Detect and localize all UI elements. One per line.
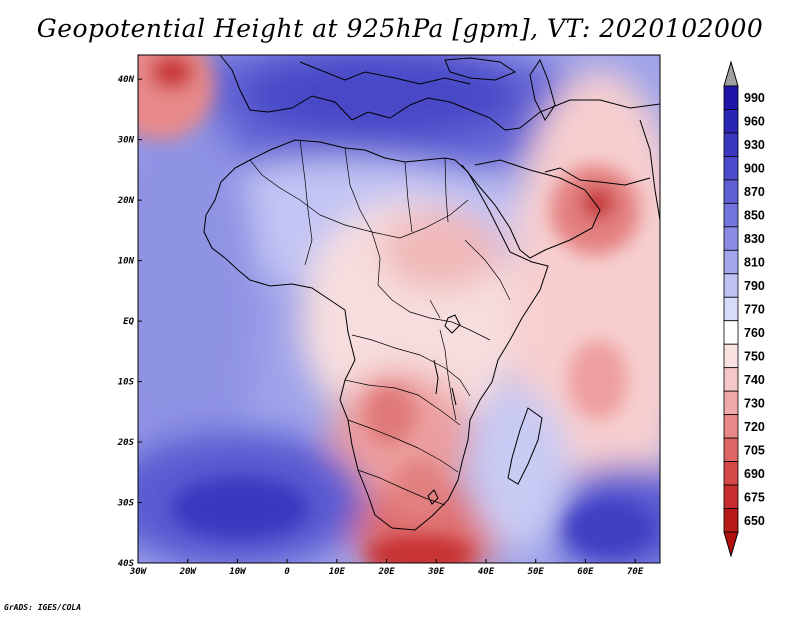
colorbar-level-label: 740 — [744, 373, 765, 387]
x-tick-label: 60E — [577, 567, 594, 577]
grads-credit: GrADS: IGES/COLA — [4, 603, 82, 612]
y-tick-label: 40N — [118, 75, 135, 85]
x-tick-label: 10W — [229, 567, 247, 577]
lakes — [427, 314, 461, 505]
y-tick-label: EQ — [123, 317, 134, 327]
colorbar-level-label: 790 — [744, 279, 765, 293]
colorbar-swatch — [723, 508, 739, 533]
colorbar: 990 960 930 900 870 850 830 810 790 770 760 750 740 7… — [723, 60, 765, 558]
colorbar-swatch — [723, 202, 739, 228]
x-tick-label: 20W — [179, 567, 198, 577]
y-tick-label: 40S — [118, 559, 135, 569]
colorbar-level-label: 720 — [744, 420, 765, 434]
colorbar-swatch — [723, 390, 739, 416]
colorbar-level-label: 730 — [744, 396, 765, 410]
x-axis: 30W 20W 10W 0 10E 20E 30E 40E 50E 60E 70E — [129, 559, 644, 577]
y-tick-label: 20N — [117, 196, 135, 206]
colorbar-swatch — [723, 273, 739, 298]
x-tick-label: 30E — [427, 567, 445, 577]
colorbar-swatch — [723, 85, 739, 110]
colorbar-level-label: 930 — [744, 138, 765, 152]
y-tick-label: 30S — [117, 499, 135, 509]
colorbar-level-label: 960 — [744, 115, 765, 129]
colorbar-bottom-arrow — [723, 531, 739, 558]
x-tick-label: 50E — [528, 567, 545, 577]
colorbar-level-label: 705 — [744, 443, 765, 457]
colorbar-swatch — [723, 484, 739, 509]
geopotential-field — [138, 55, 660, 563]
y-tick-label: 20S — [117, 438, 135, 448]
x-tick-label: 40E — [478, 567, 495, 577]
colorbar-level-label: 750 — [744, 349, 765, 363]
y-tick-label: 30N — [117, 136, 135, 146]
colorbar-level-label: 650 — [744, 514, 765, 528]
colorbar-swatch — [723, 296, 739, 322]
colorbar-level-label: 900 — [744, 162, 765, 176]
colorbar-level-label: 850 — [744, 209, 765, 223]
y-tick-label: 10S — [118, 378, 135, 388]
x-tick-label: 70E — [627, 567, 644, 577]
colorbar-level-label: 675 — [744, 490, 765, 504]
colorbar-swatch — [723, 132, 739, 157]
colorbar-swatch — [723, 320, 739, 345]
colorbar-level-label: 810 — [744, 256, 765, 270]
chart-title: Geopotential Height at 925hPa [gpm], VT:… — [36, 14, 764, 43]
colorbar-swatch — [723, 414, 739, 439]
x-tick-label: 0 — [284, 567, 290, 577]
x-tick-label: 10E — [329, 567, 346, 577]
y-axis: 40N 30N 20N 10N EQ 10S 20S 30S 40S — [117, 75, 142, 569]
colorbar-level-label: 770 — [744, 303, 765, 317]
colorbar-swatch — [723, 437, 739, 462]
x-tick-label: 30W — [129, 567, 148, 577]
colorbar-swatch — [723, 226, 739, 251]
colorbar-swatch — [723, 343, 739, 369]
colorbar-swatch — [723, 156, 739, 181]
colorbar-level-label: 690 — [744, 467, 765, 481]
colorbar-level-label: 760 — [744, 326, 765, 340]
colorbar-top-arrow — [723, 60, 739, 87]
colorbar-swatch — [723, 249, 739, 275]
colorbar-level-label: 870 — [744, 185, 765, 199]
colorbar-swatch — [723, 109, 739, 134]
country-borders — [249, 139, 511, 506]
coastlines — [203, 55, 660, 531]
x-tick-label: 20E — [377, 567, 395, 577]
colorbar-swatch — [723, 179, 739, 204]
y-tick-label: 10N — [118, 257, 135, 267]
colorbar-swatch — [723, 461, 739, 486]
map-frame — [137, 54, 661, 564]
colorbar-level-label: 990 — [744, 91, 765, 105]
colorbar-swatch — [723, 367, 739, 392]
colorbar-level-label: 830 — [744, 232, 765, 246]
